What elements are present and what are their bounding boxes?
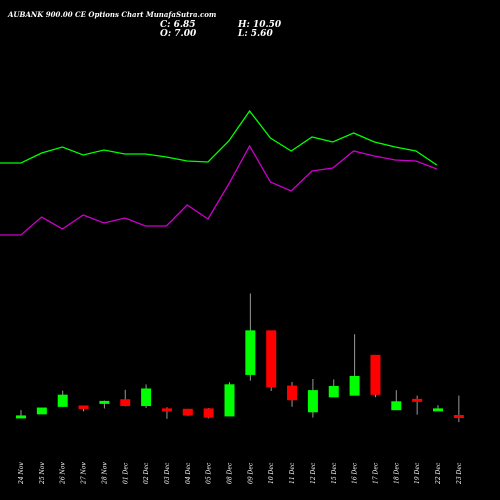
x-tick-label: 04 Dec (185, 462, 192, 484)
candle-body (328, 385, 339, 398)
candle-body (99, 400, 110, 404)
candle-body (203, 408, 214, 418)
candle-body (266, 330, 277, 388)
x-tick-label: 11 Dec (289, 462, 296, 484)
candle-body (57, 394, 68, 407)
candle-body (433, 408, 443, 412)
x-tick-label: 17 Dec (372, 462, 379, 484)
candle-body (245, 330, 256, 375)
x-tick-label: 26 Nov (60, 462, 67, 485)
lower-indicator-line (0, 144, 438, 236)
high-value: H: 10.50 (238, 20, 282, 30)
x-tick-label: 22 Dec (435, 462, 442, 485)
x-tick-label: 15 Dec (331, 462, 338, 484)
candle-body (453, 415, 464, 419)
candle-body (78, 405, 89, 409)
open-value: O: 7.00 (160, 29, 197, 39)
candle-body (349, 376, 360, 396)
x-tick-label: 25 Nov (39, 462, 46, 485)
chart-title: AUBANK 900.00 CE Options Chart MunafaSut… (8, 10, 217, 19)
x-tick-label: 03 Dec (164, 462, 171, 484)
candle-body (36, 407, 47, 415)
candle-body (391, 401, 402, 411)
x-tick-label: 01 Dec (122, 462, 129, 484)
candle-body (182, 408, 193, 416)
close-value: C: 6.85 (160, 20, 196, 30)
candle-body (16, 415, 26, 419)
upper-indicator-line (0, 109, 438, 166)
candle-body (287, 385, 298, 401)
x-tick-label: 19 Dec (414, 462, 421, 484)
x-tick-label: 09 Dec (247, 462, 254, 484)
candle-body (141, 388, 152, 407)
x-tick-label: 24 Nov (18, 462, 25, 485)
x-tick-label: 12 Dec (310, 462, 317, 484)
x-tick-label: 23 Dec (456, 462, 463, 485)
candle-body (370, 354, 381, 395)
x-tick-label: 16 Dec (352, 462, 359, 484)
low-value: L: 5.60 (238, 29, 273, 39)
candle-body (120, 399, 131, 407)
x-tick-label: 28 Nov (101, 462, 108, 485)
candle-body (161, 408, 172, 412)
x-tick-label: 27 Nov (81, 462, 88, 485)
x-tick-label: 18 Dec (393, 462, 400, 484)
x-tick-label: 08 Dec (227, 462, 234, 484)
candle-body (224, 384, 235, 417)
x-tick-label: 02 Dec (143, 462, 150, 484)
x-tick-label: 10 Dec (268, 462, 275, 484)
x-tick-label: 05 Dec (206, 462, 213, 484)
candle-body (307, 390, 318, 413)
candle-body (412, 398, 423, 402)
